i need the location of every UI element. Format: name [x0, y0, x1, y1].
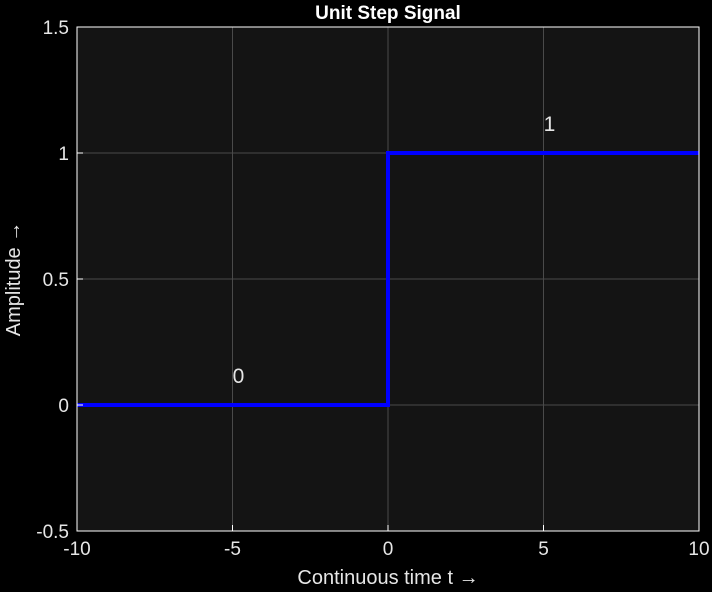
- y-tick-label-0: -0.5: [36, 522, 69, 543]
- x-tick-label-1: -5: [224, 539, 241, 560]
- y-axis-label: Amplitude →: [3, 222, 25, 337]
- annotation-0: 0: [233, 365, 245, 388]
- tick-labels: -10 -5 0 5 10-0.500.511.5: [36, 18, 709, 560]
- chart-title: Unit Step Signal: [315, 3, 461, 24]
- y-tick-label-1: 0: [58, 396, 69, 417]
- x-tick-label-4: 10: [688, 539, 709, 560]
- x-tick-label-0: -10: [63, 539, 90, 560]
- annotations: 01: [233, 113, 556, 388]
- series-layer: [77, 151, 699, 407]
- series-line-0: [77, 151, 699, 407]
- y-tick-label-4: 1.5: [43, 18, 69, 39]
- x-tick-label-3: 5: [538, 539, 549, 560]
- x-tick-label-2: 0: [383, 539, 394, 560]
- annotation-1: 1: [544, 113, 556, 136]
- x-axis-label: Continuous time t →: [297, 567, 478, 587]
- y-tick-label-3: 1: [58, 144, 69, 165]
- y-tick-label-2: 0.5: [43, 270, 69, 291]
